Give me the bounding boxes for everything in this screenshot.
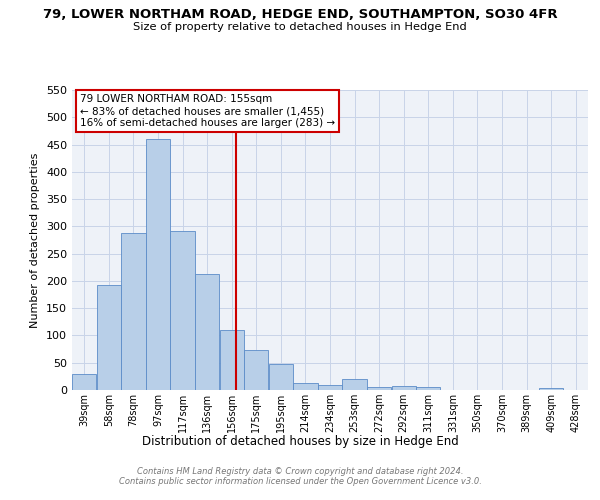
Bar (269, 364, 293, 390)
Bar (121, 233, 146, 390)
Bar (97, 286, 121, 390)
Bar (220, 330, 244, 390)
Text: Size of property relative to detached houses in Hedge End: Size of property relative to detached ho… (133, 22, 467, 32)
Bar (170, 230, 194, 390)
Bar (343, 379, 367, 390)
Bar (72, 374, 97, 390)
Bar (392, 386, 416, 390)
Text: Contains HM Land Registry data © Crown copyright and database right 2024.: Contains HM Land Registry data © Crown c… (137, 468, 463, 476)
Bar (293, 384, 317, 390)
Bar (146, 139, 170, 390)
Bar (195, 274, 219, 390)
Text: 79 LOWER NORTHAM ROAD: 155sqm
← 83% of detached houses are smaller (1,455)
16% o: 79 LOWER NORTHAM ROAD: 155sqm ← 83% of d… (80, 94, 335, 128)
Text: 79, LOWER NORTHAM ROAD, HEDGE END, SOUTHAMPTON, SO30 4FR: 79, LOWER NORTHAM ROAD, HEDGE END, SOUTH… (43, 8, 557, 20)
Text: Distribution of detached houses by size in Hedge End: Distribution of detached houses by size … (142, 435, 458, 448)
Text: Contains public sector information licensed under the Open Government Licence v3: Contains public sector information licen… (119, 478, 481, 486)
Bar (318, 384, 342, 390)
Bar (367, 388, 391, 390)
Y-axis label: Number of detached properties: Number of detached properties (31, 152, 40, 328)
Bar (539, 388, 563, 390)
Bar (416, 388, 440, 390)
Bar (244, 350, 268, 390)
